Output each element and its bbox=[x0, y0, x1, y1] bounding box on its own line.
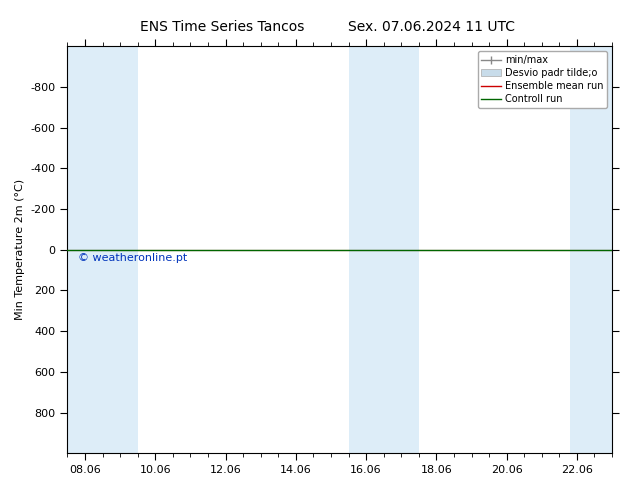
Bar bbox=[103, 47, 138, 453]
Bar bbox=[384, 47, 419, 453]
Text: ENS Time Series Tancos: ENS Time Series Tancos bbox=[139, 20, 304, 34]
Bar bbox=[67, 47, 103, 453]
Y-axis label: Min Temperature 2m (°C): Min Temperature 2m (°C) bbox=[15, 179, 25, 320]
Legend: min/max, Desvio padr tilde;o, Ensemble mean run, Controll run: min/max, Desvio padr tilde;o, Ensemble m… bbox=[477, 51, 607, 108]
Bar bbox=[349, 47, 384, 453]
Text: © weatheronline.pt: © weatheronline.pt bbox=[79, 253, 188, 263]
Text: Sex. 07.06.2024 11 UTC: Sex. 07.06.2024 11 UTC bbox=[347, 20, 515, 34]
Bar bbox=[570, 47, 619, 453]
